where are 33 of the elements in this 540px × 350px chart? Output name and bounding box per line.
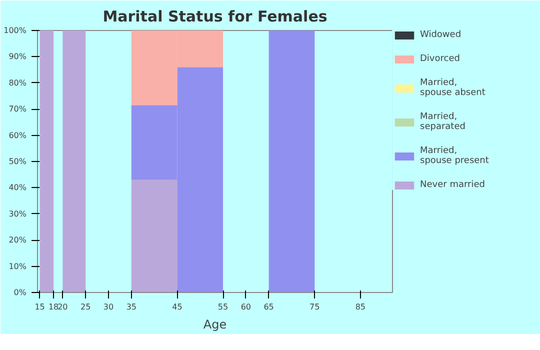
y-tick-label: 40% xyxy=(8,183,27,192)
x-tick-label: 45 xyxy=(172,302,182,312)
legend-label: Divorced xyxy=(420,54,460,64)
legend-label: Married, spouse present xyxy=(420,146,489,166)
y-tick-label: 30% xyxy=(8,209,27,218)
x-tick-label: 55 xyxy=(218,302,228,312)
x-tick-label: 35 xyxy=(126,302,136,312)
y-tick-label: 70% xyxy=(8,104,27,114)
x-tick-label: 30 xyxy=(103,302,114,312)
x-tick-label: 18 xyxy=(48,302,59,312)
x-tick-label: 75 xyxy=(310,302,320,312)
legend-label: Married, separated xyxy=(420,112,466,132)
chart-title: Marital Status for Females xyxy=(102,8,328,26)
x-tick-label: 85 xyxy=(355,302,366,312)
y-tick-label: 90% xyxy=(8,52,27,62)
bar xyxy=(62,30,86,292)
y-tick-label: 80% xyxy=(8,78,27,88)
y-tick-label: 100% xyxy=(4,26,27,35)
y-tick-label: 10% xyxy=(8,262,27,271)
x-tick-label: 25 xyxy=(80,302,91,312)
x-tick-label: 15 xyxy=(34,302,45,312)
legend-label: Widowed xyxy=(420,30,462,40)
y-tick-label: 0% xyxy=(14,288,27,297)
legend-label: Never married xyxy=(420,180,485,190)
x-tick-label: 65 xyxy=(264,302,274,312)
y-tick-label: 50% xyxy=(8,157,27,166)
x-tick-label: 20 xyxy=(58,302,68,312)
x-axis-title: Age xyxy=(203,318,227,332)
y-tick-label: 20% xyxy=(8,236,27,245)
y-tick-label: 60% xyxy=(8,130,27,140)
bar xyxy=(268,30,315,292)
x-tick-label: 60 xyxy=(240,302,252,312)
legend-label: Married, spouse absent xyxy=(420,78,486,98)
